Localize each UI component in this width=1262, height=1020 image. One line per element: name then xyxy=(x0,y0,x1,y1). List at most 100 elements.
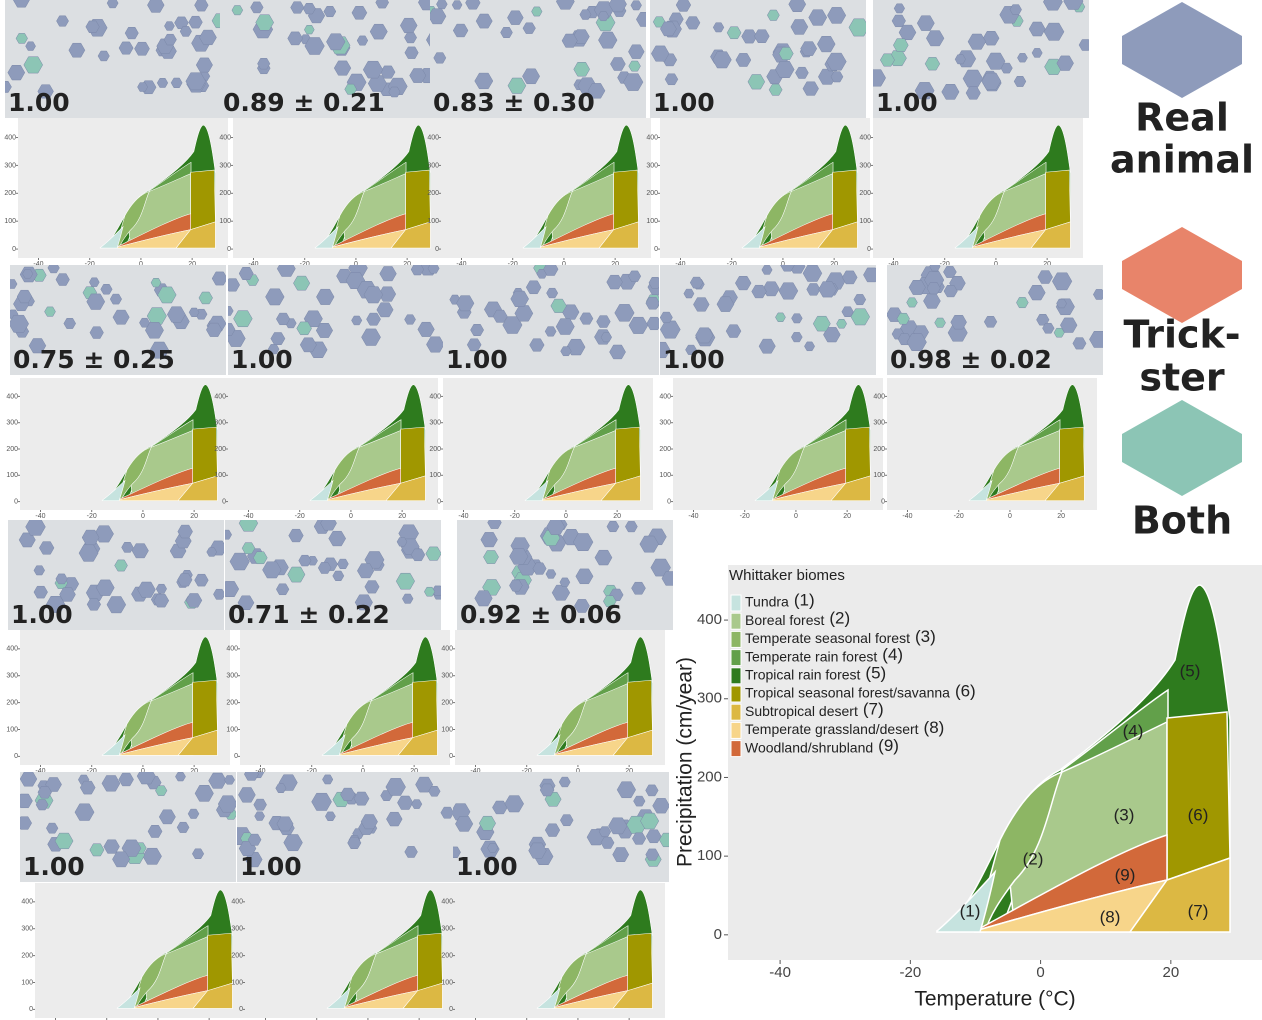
map-hex xyxy=(907,298,918,307)
mini-y-tick-label: 100 xyxy=(646,218,658,225)
map-hex xyxy=(488,843,498,852)
panel-score: 1.00 xyxy=(456,852,518,881)
mini-x-tick-label: -40 xyxy=(243,513,253,520)
region-label: (4) xyxy=(1123,721,1144,740)
mini-y-tick-label: 100 xyxy=(6,472,18,479)
legend-number: (8) xyxy=(924,718,945,737)
mini-y-tick-label: 0 xyxy=(449,1006,453,1013)
legend-number: (5) xyxy=(865,663,886,682)
legend-label: Boreal forest xyxy=(745,612,824,628)
map-hex xyxy=(397,538,407,547)
panel: 0.92 ± 0.06-40-200200100200300400 xyxy=(441,517,678,775)
map-hex xyxy=(452,1,462,10)
legend-swatch xyxy=(731,741,741,757)
panel: 0.98 ± 0.02-40-200200100200300400 xyxy=(873,262,1108,520)
x-axis-label: Temperature (°C) xyxy=(914,988,1075,1011)
legend-swatch xyxy=(731,650,741,666)
mini-y-tick-label: 200 xyxy=(6,699,18,706)
map-hex xyxy=(412,800,422,809)
mini-y-tick-label: 0 xyxy=(881,498,885,505)
legend-hex xyxy=(1122,400,1242,496)
region-label: (1) xyxy=(960,901,981,920)
mini-x-tick-label: 20 xyxy=(613,513,621,520)
map-hex xyxy=(325,812,335,821)
mini-x-tick-label: -20 xyxy=(954,513,964,520)
legend-label: Temperate grassland/desert xyxy=(745,721,919,737)
mini-y-tick-label: 0 xyxy=(654,246,658,253)
map-hex xyxy=(1032,48,1042,57)
mini-y-tick-label: 0 xyxy=(449,753,453,760)
legend-swatch xyxy=(731,722,741,738)
mini-y-tick-label: 400 xyxy=(859,134,871,141)
mini-y-tick-label: 200 xyxy=(659,446,671,453)
legend-label: Subtropical desert xyxy=(745,703,858,719)
map-hex xyxy=(1010,5,1022,15)
mini-y-tick-label: 100 xyxy=(859,218,871,225)
legend-swatch xyxy=(731,631,741,647)
panel: 1.00-40-200200100200300400 xyxy=(17,768,245,1020)
legend-label: Temperate seasonal forest xyxy=(745,630,910,646)
mini-y-tick-label: 200 xyxy=(646,190,658,197)
mini-y-tick-label: 400 xyxy=(231,899,243,906)
mini-y-tick-label: 0 xyxy=(14,753,18,760)
map-hex xyxy=(89,278,99,287)
mini-y-tick-label: 0 xyxy=(12,246,16,253)
panel-score: 1.00 xyxy=(446,345,508,374)
figure: 1.00-40-2002001002003004000.89 ± 0.21-40… xyxy=(0,0,1262,1020)
mini-x-tick-label: -20 xyxy=(87,513,97,520)
map-hex xyxy=(337,559,348,569)
legend-number: (9) xyxy=(878,736,899,755)
map-hex xyxy=(561,347,572,356)
map-hex xyxy=(424,587,435,596)
mini-y-tick-label: 300 xyxy=(231,926,243,933)
legend-label: Tundra xyxy=(745,594,789,610)
mini-y-tick-label: 300 xyxy=(219,162,231,169)
mini-y-tick-label: 200 xyxy=(226,699,238,706)
mini-y-tick-label: 200 xyxy=(427,190,439,197)
x-tick-label: 20 xyxy=(1162,964,1179,981)
mini-y-tick-label: 400 xyxy=(429,393,441,400)
region-label: (5) xyxy=(1180,661,1201,680)
mini-y-tick-label: 0 xyxy=(14,498,18,505)
mini-y-tick-label: 100 xyxy=(873,472,885,479)
region-label: (9) xyxy=(1115,865,1136,884)
mini-x-tick-label: 20 xyxy=(1057,513,1065,520)
mini-x-tick-label: 20 xyxy=(843,513,851,520)
legend-title: Whittaker biomes xyxy=(729,567,845,584)
legend-text: ster xyxy=(1139,356,1225,400)
mini-x-tick-label: 20 xyxy=(190,513,198,520)
legend-label: Tropical seasonal forest/savanna xyxy=(745,685,950,701)
panel-score: 1.00 xyxy=(653,88,715,117)
panel-score: 0.75 ± 0.25 xyxy=(13,345,175,374)
mini-y-tick-label: 100 xyxy=(659,472,671,479)
mini-x-tick-label: 0 xyxy=(1008,513,1012,520)
biome-chart: Whittaker biomes Temperature (°C) Precip… xyxy=(674,565,1262,1011)
panel: 0.83 ± 0.30-40-200200100200300400 xyxy=(423,0,653,268)
map-hex xyxy=(1017,53,1027,62)
legend-text: Both xyxy=(1132,499,1232,543)
mini-y-tick-label: 400 xyxy=(6,393,18,400)
panel: 1.00-40-200200100200300400 xyxy=(231,767,455,1020)
map-hex xyxy=(560,578,570,587)
panel: 1.00-40-200200100200300400 xyxy=(214,259,444,520)
mini-y-tick-label: 200 xyxy=(21,952,33,959)
mini-y-tick-label: 200 xyxy=(859,190,871,197)
panel-score: 1.00 xyxy=(231,345,293,374)
panel: 1.00-40-200200100200300400 xyxy=(6,518,230,775)
map-hex xyxy=(792,314,803,323)
panel-score: 0.98 ± 0.02 xyxy=(890,345,1052,374)
panel: 1.00-40-200200100200300400 xyxy=(646,0,870,268)
map-hex xyxy=(955,55,966,64)
mini-y-tick-label: 0 xyxy=(234,753,238,760)
legend-number: (7) xyxy=(863,700,884,719)
mini-y-tick-label: 400 xyxy=(21,899,33,906)
mini-x-tick-label: -20 xyxy=(740,513,750,520)
map-hex xyxy=(434,53,446,64)
map-hex xyxy=(930,262,941,271)
mini-y-tick-label: 400 xyxy=(441,899,453,906)
legend-swatch xyxy=(731,668,741,684)
mini-y-tick-label: 100 xyxy=(6,726,18,733)
map-hex xyxy=(225,776,235,785)
legend-number: (1) xyxy=(794,590,815,609)
mini-y-tick-label: 100 xyxy=(219,218,231,225)
